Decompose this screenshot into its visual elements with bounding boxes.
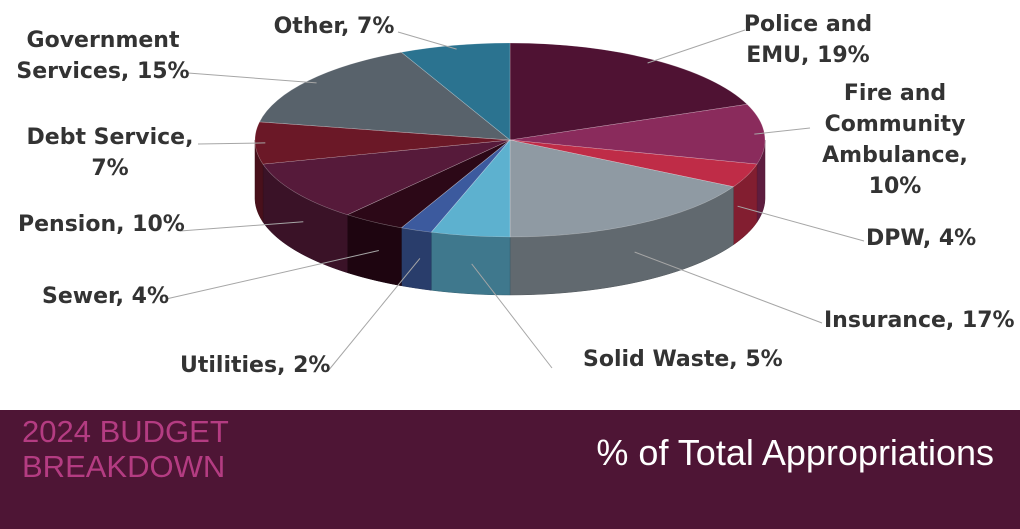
leader-line-debt-service	[197, 142, 266, 145]
slice-labels: Police and EMU, 19% Fire and Community Ambul…	[16, 12, 1014, 378]
pie-side-solid-waste	[430, 231, 511, 296]
slice-label-debt-service: Debt Service, 7%	[27, 125, 194, 181]
leader-line-solid-waste	[471, 263, 553, 369]
slice-label-utilities: Utilities, 2%	[180, 353, 330, 378]
leader-line-dpw	[737, 205, 865, 242]
section-title: 2024 BUDGET BREAKDOWN	[22, 414, 352, 484]
pie-slice-government-services	[259, 51, 511, 141]
pie-slice-police-and-emu	[509, 42, 748, 141]
leader-lines	[165, 29, 865, 372]
leader-line-government-services	[187, 72, 317, 84]
pie-slice-fire-and-community-ambulance	[509, 103, 766, 165]
pie-slice-dpw	[509, 139, 758, 188]
leader-line-sewer	[165, 250, 379, 300]
section-title-line2: BREAKDOWN	[22, 449, 226, 484]
pie-chart-svg: Police and EMU, 19% Fire and Community Ambul…	[16, 12, 1014, 378]
pie-slice-sewer	[346, 139, 511, 229]
leader-line-police-and-emu	[647, 29, 746, 64]
slice-label-government-services: Government Services, 15%	[16, 28, 189, 84]
pie-slice-insurance	[509, 139, 735, 238]
section-title-line1: 2024 BUDGET	[22, 414, 229, 449]
slice-label-insurance: Insurance, 17%	[824, 308, 1015, 333]
leader-line-pension	[179, 221, 304, 232]
pie-slice-solid-waste	[430, 139, 511, 238]
slice-label-solid-waste: Solid Waste, 5%	[583, 347, 783, 372]
pie-side-utilities	[401, 227, 432, 291]
leader-line-fire-and-community-ambulance	[754, 127, 811, 135]
pie-slice-other	[400, 42, 511, 141]
leader-line-utilities	[327, 258, 421, 372]
pie-slice-utilities	[400, 139, 511, 233]
pie-slice-pension	[262, 139, 511, 216]
leader-line-other	[397, 31, 457, 50]
slice-label-dpw: DPW, 4%	[866, 226, 976, 251]
slice-label-sewer: Sewer, 4%	[42, 284, 169, 309]
main-title: % of Total Appropriations	[596, 432, 994, 473]
slice-label-pension: Pension, 10%	[18, 212, 185, 237]
footer-band	[0, 410, 1020, 529]
pie-chart: Police and EMU, 19% Fire and Community Ambul…	[16, 12, 1014, 378]
leader-line-insurance	[634, 251, 823, 324]
slice-label-fire-and-community-ambulance: Fire and Community Ambulance, 10%	[822, 81, 968, 199]
slice-label-police-and-emu: Police and EMU, 19%	[744, 12, 872, 68]
slice-label-other: Other, 7%	[274, 14, 395, 39]
pie-top	[254, 42, 766, 238]
